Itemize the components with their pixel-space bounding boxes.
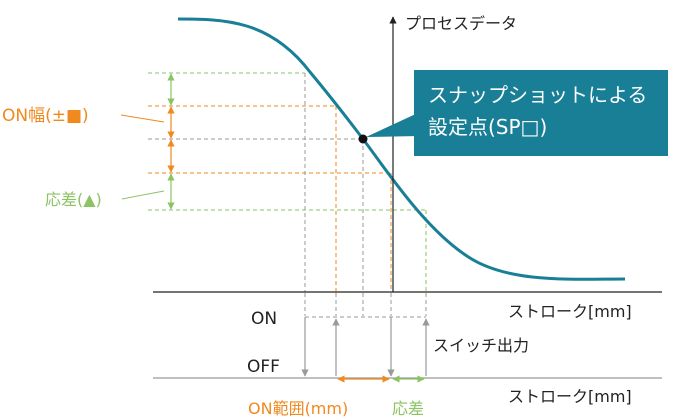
stroke-label-bottom: ストローク[mm]	[508, 387, 632, 406]
hysteresis-connector	[121, 190, 165, 200]
process-data-label: プロセスデータ	[405, 14, 517, 33]
on-label: ON	[251, 309, 277, 329]
snapshot-callout: スナップショットによる 設定点(SP□)	[414, 70, 668, 156]
switch-output-label: スイッチ出力	[433, 336, 529, 355]
hysteresis-label-bottom: 応差	[392, 399, 424, 417]
callout-line-1: スナップショットによる	[428, 83, 648, 107]
process-curve	[177, 17, 626, 281]
callout-pointer	[366, 112, 420, 137]
off-label: OFF	[247, 357, 280, 377]
on-width-label: ON幅(±■)	[2, 106, 89, 126]
on-range-label: ON範囲(mm)	[248, 399, 348, 417]
hysteresis-label-left: 応差(▲)	[45, 190, 102, 209]
callout-line-2: 設定点(SP□)	[428, 115, 548, 139]
set-point-dot	[358, 134, 368, 144]
on-width-connector	[120, 114, 165, 123]
stroke-label-top: ストローク[mm]	[508, 302, 632, 321]
